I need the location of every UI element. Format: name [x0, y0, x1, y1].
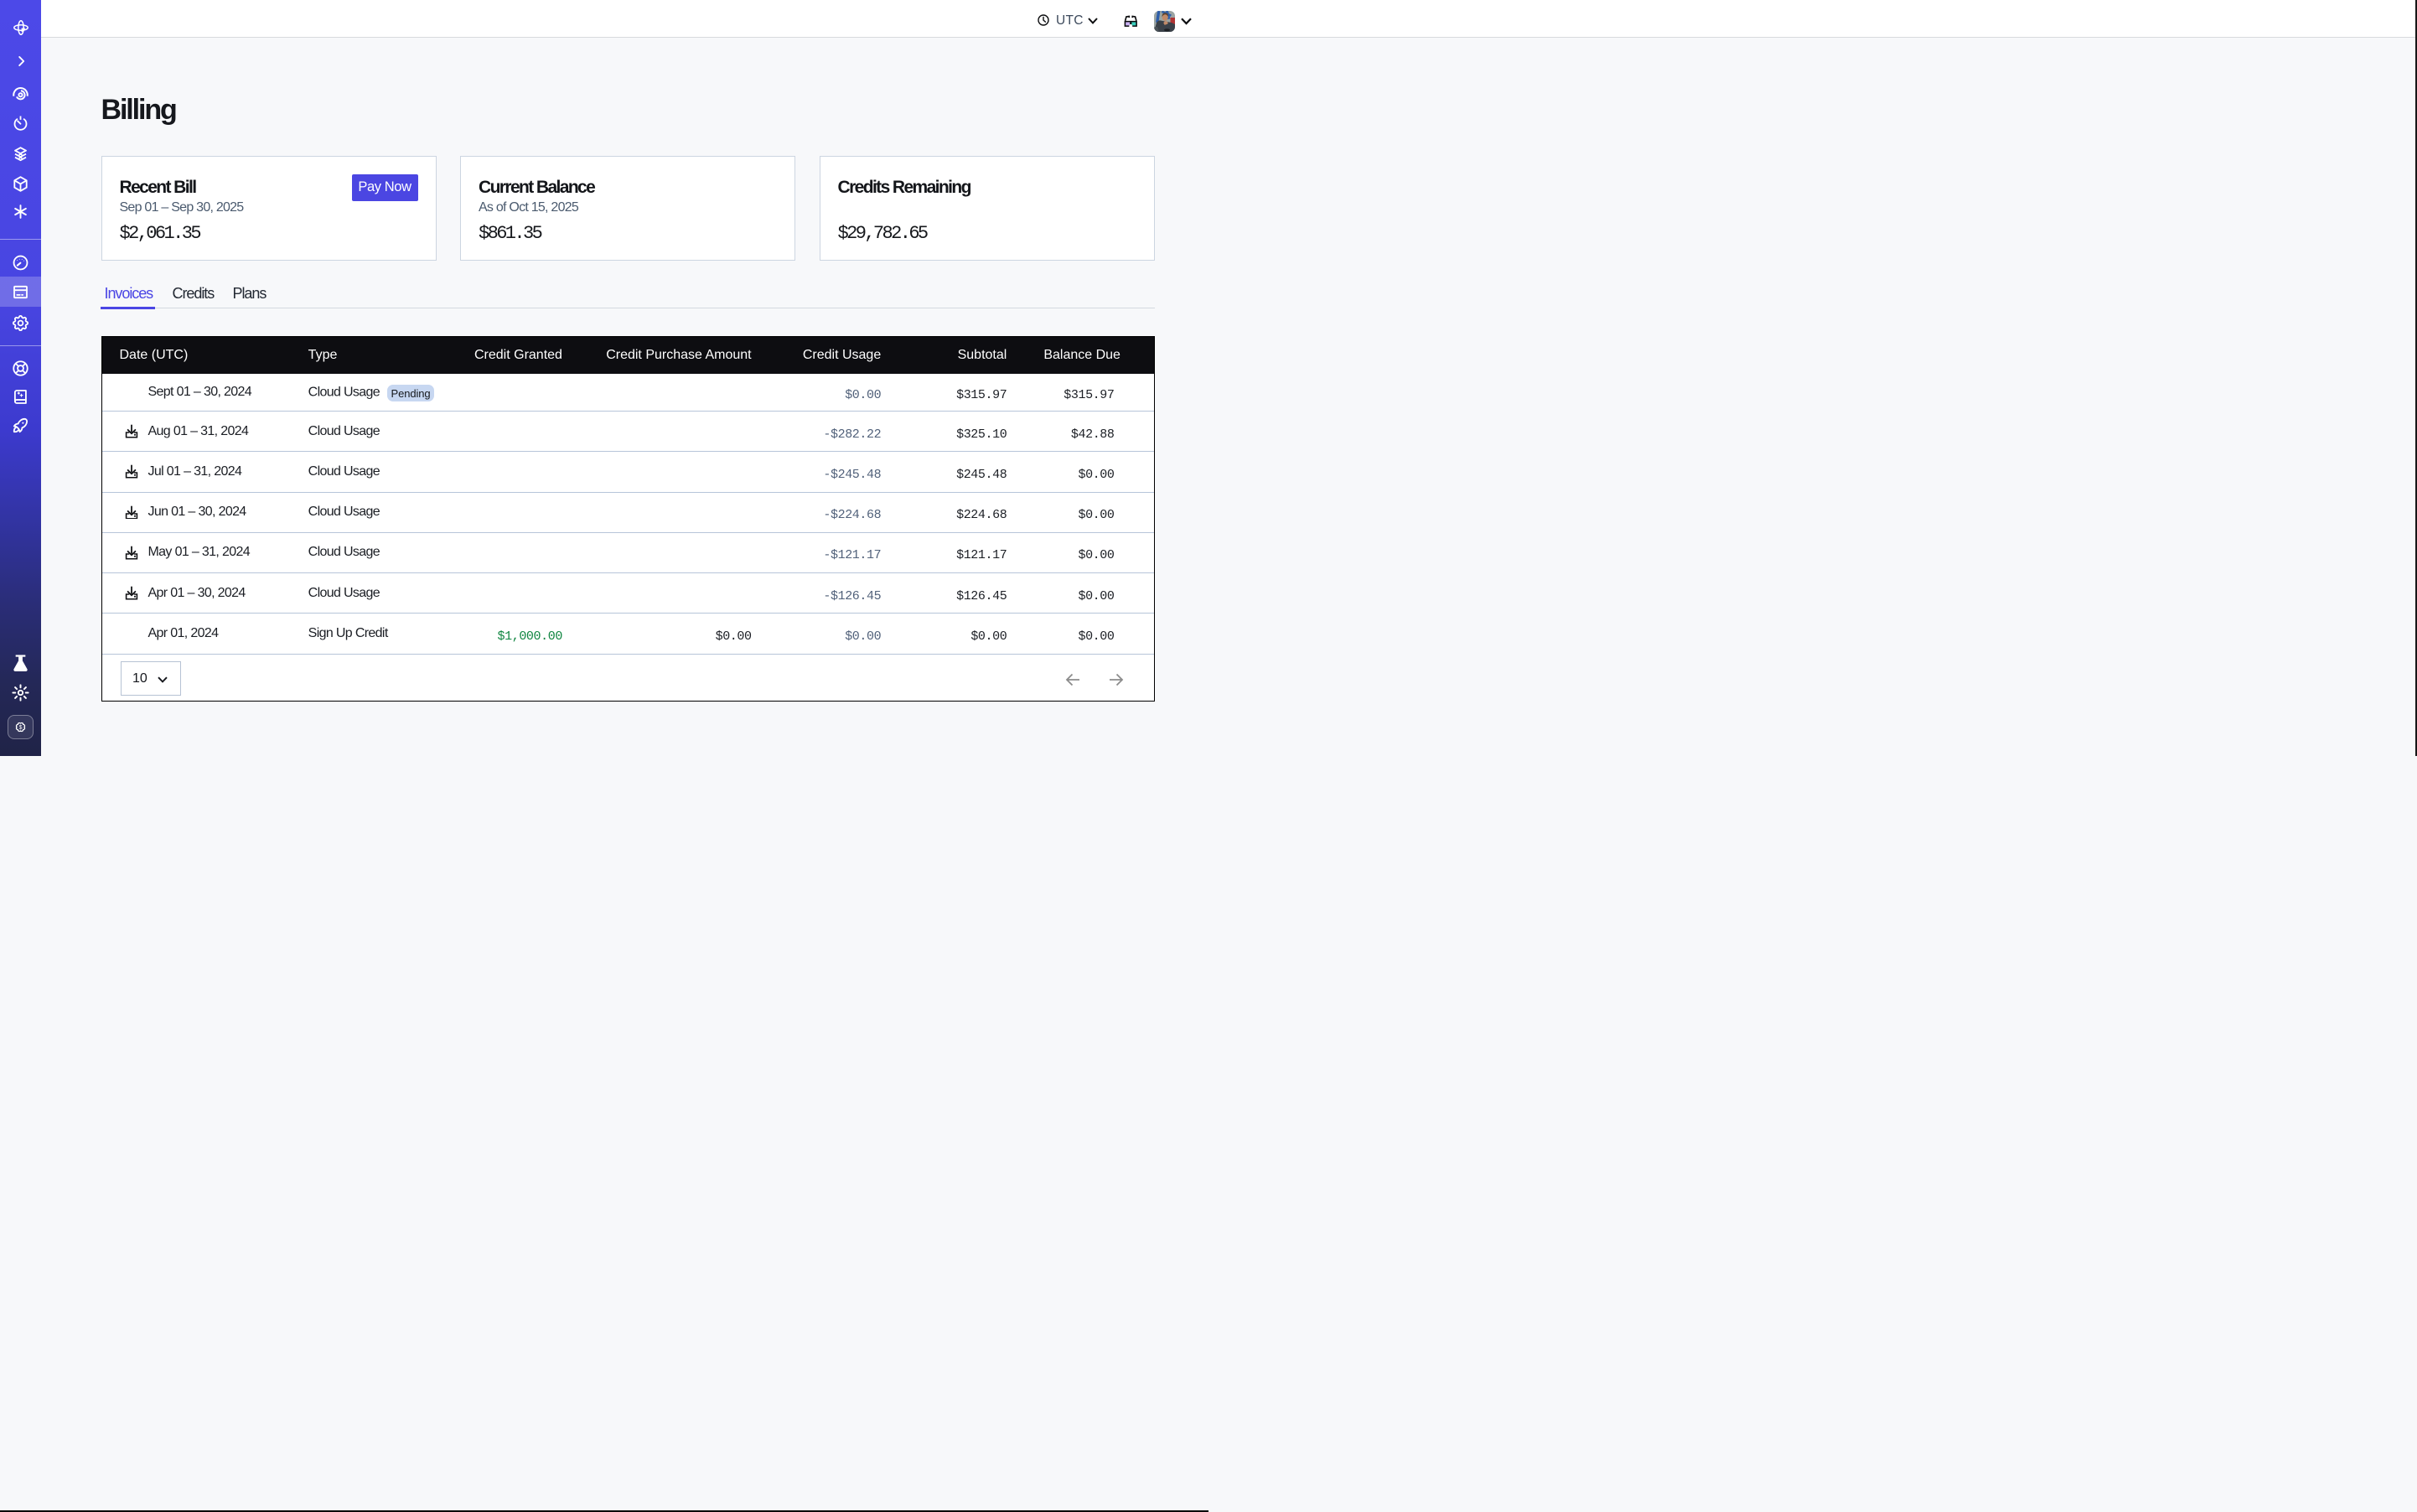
- svg-text:$: $: [19, 725, 23, 731]
